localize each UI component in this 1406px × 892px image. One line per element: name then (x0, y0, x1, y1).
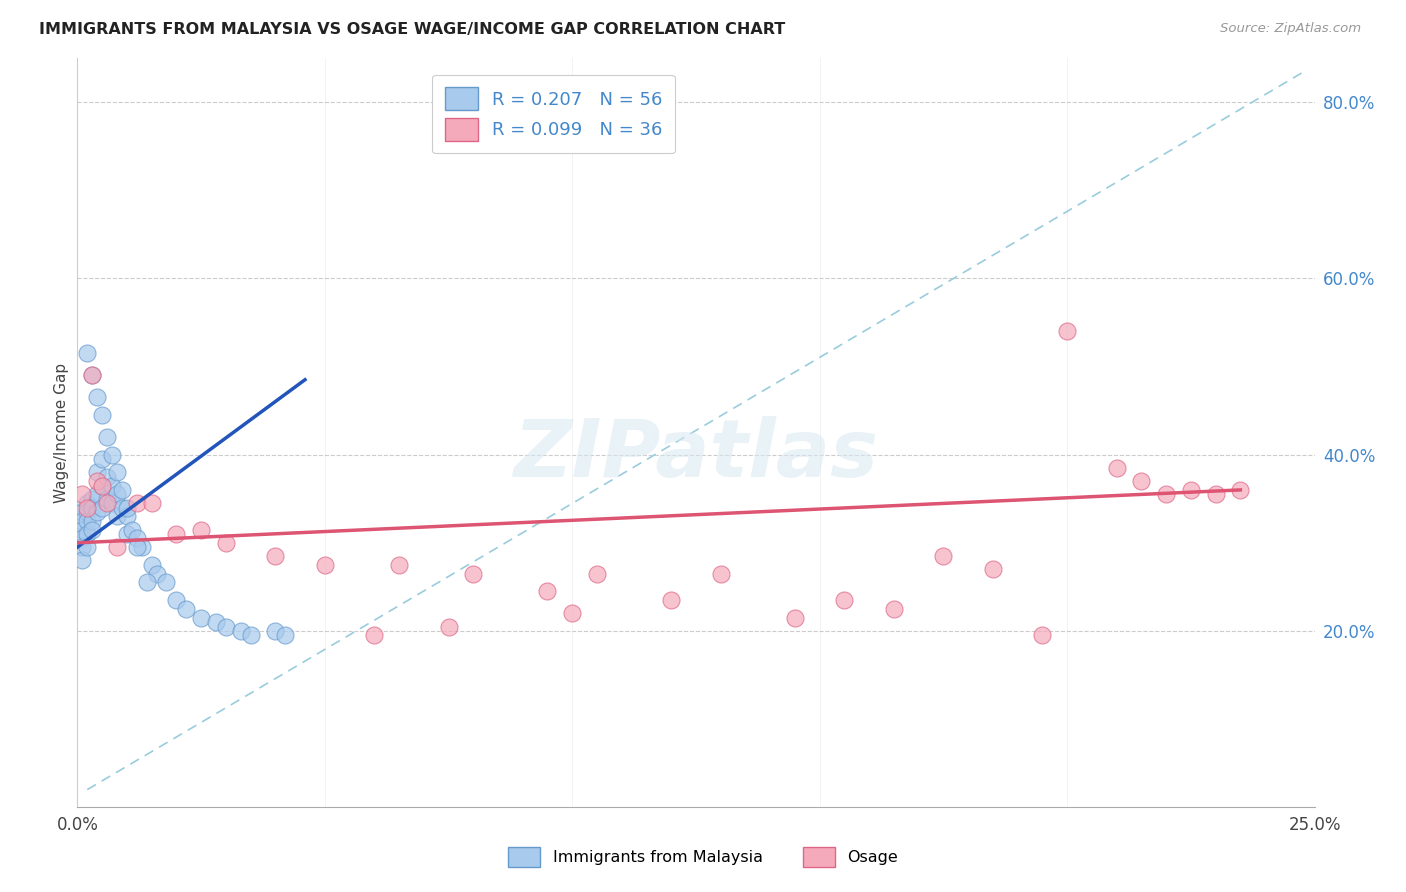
Point (659, 593, 682, 607)
Point (363, 628, 385, 642)
Point (101, 478, 124, 492)
Point (91, 452, 114, 467)
Point (82, 514, 104, 528)
Point (82, 500, 104, 515)
Point (86, 505, 108, 519)
Point (105, 509, 128, 524)
Point (135, 575, 157, 590)
Point (96, 469, 118, 483)
Point (463, 566, 485, 581)
Point (105, 487, 128, 501)
Text: Source: ZipAtlas.com: Source: ZipAtlas.com (1220, 22, 1361, 36)
Point (229, 624, 252, 638)
Point (264, 624, 287, 638)
Point (121, 523, 143, 537)
Text: ZIPatlas: ZIPatlas (513, 416, 879, 494)
Point (111, 500, 134, 515)
Point (96, 491, 118, 506)
Point (91, 500, 114, 515)
Point (314, 558, 336, 572)
Point (215, 619, 238, 633)
Point (1154, 487, 1177, 501)
Point (76, 514, 98, 528)
Point (76, 527, 98, 541)
Point (86, 465, 108, 479)
Point (72, 532, 94, 546)
Point (101, 448, 124, 462)
Point (82, 491, 104, 506)
Point (105, 465, 128, 479)
Point (834, 593, 856, 607)
Point (141, 558, 163, 572)
Legend: Immigrants from Malaysia, Osage: Immigrants from Malaysia, Osage (502, 841, 904, 873)
Point (783, 611, 806, 625)
Legend: R = 0.207   N = 56, R = 0.099   N = 36: R = 0.207 N = 56, R = 0.099 N = 36 (433, 75, 675, 153)
Point (165, 527, 187, 541)
Point (1180, 483, 1202, 497)
Point (76, 496, 98, 510)
Point (1056, 324, 1078, 338)
Point (264, 549, 287, 563)
Point (72, 553, 94, 567)
Point (710, 566, 733, 581)
Point (76, 346, 98, 360)
Point (1031, 628, 1053, 642)
Point (76, 500, 98, 515)
Point (239, 628, 262, 642)
Point (86, 487, 108, 501)
Point (586, 566, 609, 581)
Point (215, 536, 238, 550)
Point (72, 487, 94, 501)
Point (101, 496, 124, 510)
Point (72, 540, 94, 554)
Point (190, 523, 212, 537)
Point (115, 527, 138, 541)
Point (115, 500, 138, 515)
Point (82, 523, 104, 537)
Point (125, 540, 148, 554)
Point (111, 483, 134, 497)
Point (76, 540, 98, 554)
Point (141, 496, 163, 510)
Point (76, 505, 98, 519)
Point (125, 496, 148, 510)
Point (883, 602, 905, 616)
Point (174, 602, 197, 616)
Point (145, 566, 167, 581)
Point (91, 478, 114, 492)
Point (96, 496, 118, 510)
Point (82, 368, 104, 383)
Point (165, 593, 187, 607)
Point (932, 549, 955, 563)
Point (981, 562, 1004, 576)
Y-axis label: Wage/Income Gap: Wage/Income Gap (53, 362, 69, 503)
Point (105, 540, 128, 554)
Point (91, 478, 114, 492)
Point (82, 368, 104, 383)
Point (437, 619, 460, 633)
Text: IMMIGRANTS FROM MALAYSIA VS OSAGE WAGE/INCOME GAP CORRELATION CHART: IMMIGRANTS FROM MALAYSIA VS OSAGE WAGE/I… (39, 22, 786, 37)
Point (561, 607, 583, 621)
Point (131, 540, 153, 554)
Point (190, 611, 212, 625)
Point (1105, 461, 1128, 475)
Point (388, 558, 411, 572)
Point (72, 505, 94, 519)
Point (205, 615, 228, 629)
Point (1229, 483, 1251, 497)
Point (536, 584, 558, 599)
Point (86, 390, 108, 404)
Point (86, 474, 108, 488)
Point (1130, 474, 1153, 488)
Point (115, 509, 138, 524)
Point (1205, 487, 1227, 501)
Point (96, 430, 118, 444)
Point (274, 628, 297, 642)
Point (91, 408, 114, 422)
Point (125, 532, 148, 546)
Point (72, 514, 94, 528)
Point (155, 575, 177, 590)
Point (72, 523, 94, 537)
